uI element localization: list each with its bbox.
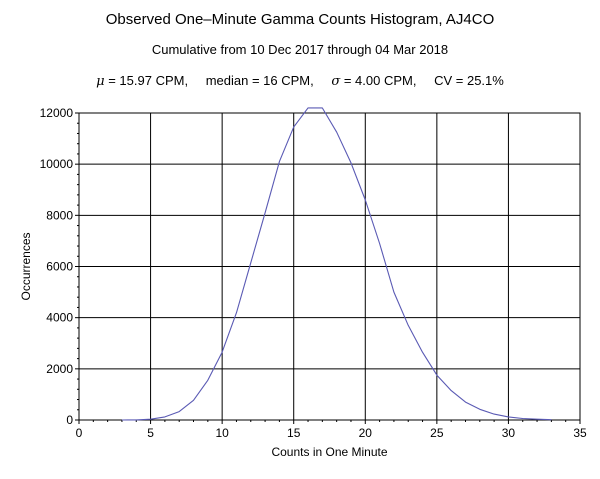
series-group — [121, 107, 552, 421]
y-tick-label: 10000 — [40, 157, 74, 171]
x-axis-label: Counts in One Minute — [271, 445, 387, 459]
x-tick-label: 25 — [430, 426, 444, 440]
stat-sigma-symbol: σ — [331, 74, 341, 89]
stat-sigma-value: = 4.00 CPM, — [340, 73, 417, 88]
stat-cv: CV = 25.1% — [434, 73, 504, 88]
chart-title: Observed One–Minute Gamma Counts Histogr… — [105, 11, 495, 28]
x-tick-label: 35 — [573, 426, 587, 440]
stat-mean: μ = 15.97 CPM, — [96, 73, 189, 89]
y-tick-label: 12000 — [40, 106, 74, 120]
stat-median: median = 16 CPM, — [205, 73, 314, 88]
stat-sigma: σ = 4.00 CPM, — [331, 73, 417, 89]
x-tick-label: 10 — [215, 426, 229, 440]
y-tick-label: 6000 — [46, 260, 73, 274]
chart-subtitle: Cumulative from 10 Dec 2017 through 04 M… — [151, 42, 449, 57]
y-tick-label: 4000 — [46, 311, 73, 325]
stat-mean-value: = 15.97 CPM, — [104, 73, 189, 88]
chart-stats-line: μ = 15.97 CPM, median = 16 CPM, σ = 4.00… — [0, 73, 600, 89]
y-tick-label: 8000 — [46, 208, 73, 222]
grid-lines — [79, 113, 580, 420]
x-tick-label: 20 — [359, 426, 373, 440]
x-tick-label: 5 — [147, 426, 154, 440]
y-tick-labels: 0 2000 4000 6000 8000 10000 12000 — [40, 106, 74, 427]
x-tick-labels: 0 5 10 15 20 25 30 35 — [76, 426, 587, 440]
series-line — [121, 107, 552, 421]
y-tick-label: 0 — [66, 413, 73, 427]
y-tick-label: 2000 — [46, 362, 73, 376]
y-axis-label: Occurrences — [19, 232, 33, 300]
x-tick-label: 15 — [287, 426, 301, 440]
plot-frame — [78, 112, 581, 421]
stat-mean-symbol: μ — [96, 74, 105, 89]
x-tick-label: 30 — [502, 426, 516, 440]
x-tick-label: 0 — [76, 426, 83, 440]
